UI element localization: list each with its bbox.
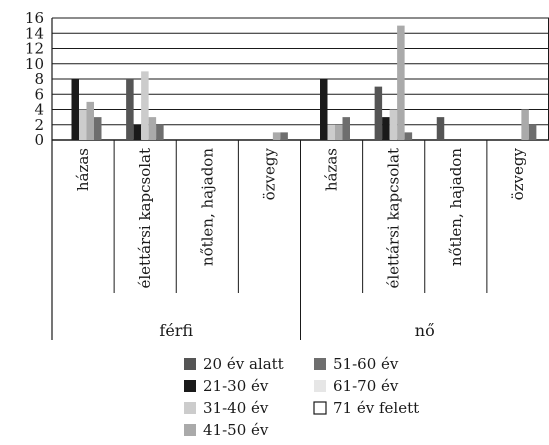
legend-label: 61-70 év bbox=[333, 377, 399, 395]
bar bbox=[71, 79, 79, 140]
legend-swatch bbox=[314, 380, 326, 392]
y-tick-label: 10 bbox=[25, 55, 44, 73]
y-tick-label: 4 bbox=[34, 101, 44, 119]
category-label: özvegy bbox=[260, 147, 278, 200]
y-tick-label: 16 bbox=[25, 9, 44, 27]
bar bbox=[436, 117, 445, 140]
bar bbox=[404, 132, 413, 140]
legend-label: 41-50 év bbox=[203, 421, 269, 439]
category-label: nőtlen, hajadon bbox=[447, 148, 465, 266]
bar bbox=[389, 109, 398, 140]
bar bbox=[528, 124, 537, 140]
bar bbox=[397, 25, 405, 140]
bar bbox=[126, 79, 134, 140]
y-tick-label: 14 bbox=[25, 24, 44, 42]
bar bbox=[521, 109, 529, 140]
category-label: nőtlen, hajadon bbox=[198, 148, 216, 266]
legend-swatch bbox=[184, 358, 196, 370]
bar bbox=[79, 109, 87, 140]
category-label: házas bbox=[74, 148, 92, 191]
bar bbox=[133, 124, 142, 140]
y-tick-label: 0 bbox=[34, 131, 44, 149]
legend-swatch bbox=[184, 424, 196, 436]
group-label: nő bbox=[415, 321, 435, 340]
y-tick-label: 12 bbox=[25, 40, 44, 58]
bar bbox=[342, 117, 350, 140]
legend-swatch bbox=[313, 401, 327, 415]
legend-label: 31-40 év bbox=[203, 399, 269, 417]
category-label: özvegy bbox=[509, 147, 527, 200]
legend-label: 20 év alatt bbox=[203, 355, 284, 373]
legend-swatch bbox=[184, 380, 196, 392]
bar bbox=[86, 101, 94, 140]
legend-label: 51-60 év bbox=[333, 355, 399, 373]
category-label: élettársi kapcsolat bbox=[136, 148, 154, 289]
bar bbox=[320, 79, 328, 140]
y-tick-label: 2 bbox=[34, 116, 44, 134]
legend-label: 21-30 év bbox=[203, 377, 269, 395]
bar bbox=[156, 124, 164, 140]
bar bbox=[374, 86, 383, 140]
bar bbox=[382, 117, 390, 140]
bar bbox=[280, 132, 288, 140]
legend-label: 71 év felett bbox=[333, 399, 419, 417]
bar bbox=[141, 71, 149, 140]
category-label: élettársi kapcsolat bbox=[385, 148, 403, 289]
bar bbox=[148, 117, 157, 140]
y-tick-label: 6 bbox=[34, 85, 44, 103]
legend-swatch bbox=[314, 358, 326, 370]
legend-swatch bbox=[184, 402, 196, 414]
bar bbox=[94, 117, 102, 140]
group-label: férfi bbox=[159, 321, 193, 340]
bar bbox=[272, 132, 281, 140]
bar bbox=[327, 124, 335, 140]
y-tick-label: 8 bbox=[34, 70, 44, 88]
bar bbox=[335, 124, 343, 140]
category-label: házas bbox=[323, 148, 341, 191]
